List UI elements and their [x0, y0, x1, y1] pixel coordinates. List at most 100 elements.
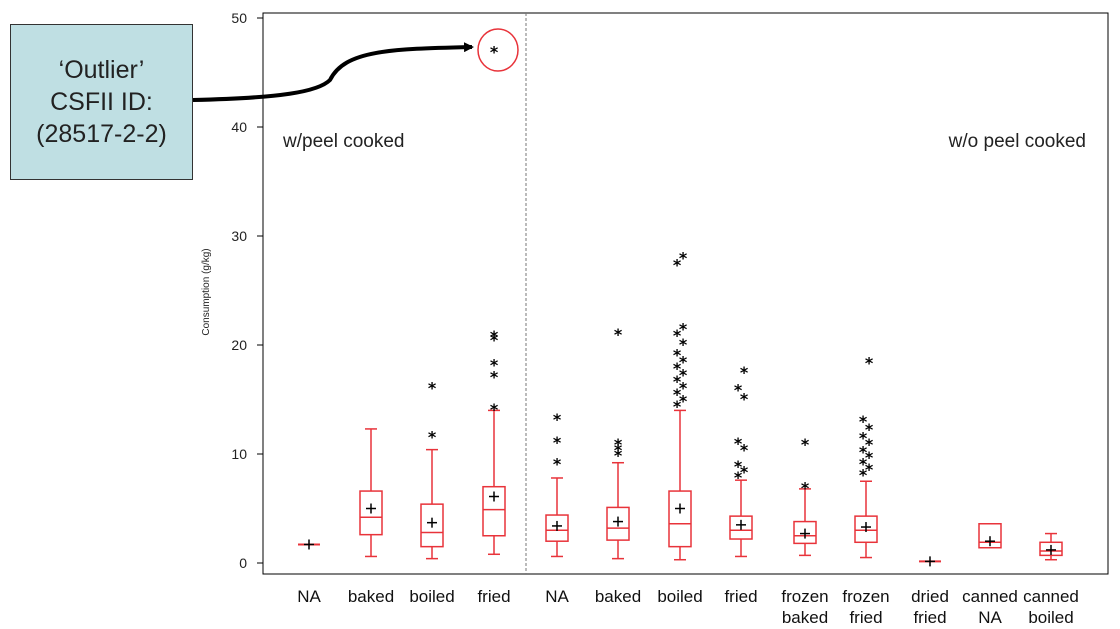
- y-axis: 0 10 20 30 40 50: [231, 10, 263, 571]
- outlier-point-9-9: *: [865, 353, 874, 372]
- x-label-1: baked: [348, 587, 394, 606]
- callout-line-id-number: (28517-2-2): [36, 120, 167, 148]
- callout-line-csfii-id: CSFII ID:: [50, 88, 153, 116]
- x-label-6: boiled: [657, 587, 702, 606]
- x-label-line-4-0: NA: [545, 587, 569, 606]
- y-tick-label-10: 10: [231, 446, 247, 462]
- x-label-9: frozen fried: [842, 587, 889, 627]
- outlier-point-5-3: *: [614, 325, 623, 344]
- x-label-4: NA: [545, 587, 569, 606]
- x-label-line-2-0: boiled: [409, 587, 454, 606]
- y-tick-label-50: 50: [231, 10, 247, 26]
- x-label-line-0-0: NA: [297, 587, 321, 606]
- outlier-point-6-13: *: [679, 249, 688, 268]
- outlier-point-6-7: *: [679, 352, 688, 371]
- x-label-line-3-0: fried: [477, 587, 510, 606]
- outlier-pointer-arrow: [192, 42, 474, 102]
- outlier-point-6-9: *: [679, 335, 688, 354]
- box-3: ******: [482, 43, 506, 556]
- x-label-7: fried: [724, 587, 757, 606]
- box-2: **: [420, 378, 444, 560]
- box-6: **************: [668, 249, 692, 561]
- x-label-5: baked: [595, 587, 641, 606]
- outlier-point-7-0: *: [734, 468, 743, 487]
- outlier-point-3-2: *: [490, 356, 499, 375]
- outlier-point-7-1: *: [740, 462, 749, 481]
- outlier-point-6-2: *: [673, 385, 682, 404]
- outlier-point-9-1: *: [865, 460, 874, 479]
- box-9: **********: [854, 353, 878, 559]
- x-label-line-12-1: boiled: [1028, 608, 1073, 627]
- box-8: **: [793, 435, 817, 557]
- outlier-point-5-0: *: [614, 446, 623, 465]
- box-0: [298, 539, 320, 550]
- outlier-point-7-7: *: [740, 363, 749, 382]
- y-tick-label-30: 30: [231, 228, 247, 244]
- box-7: ********: [729, 363, 753, 558]
- x-label-2: boiled: [409, 587, 454, 606]
- box-4: * * *: [545, 410, 569, 558]
- box-12: [1039, 532, 1063, 561]
- outlier-point-4-2: *: [553, 410, 562, 429]
- outlier-point-3-1: *: [490, 368, 499, 387]
- outlier-point-8-1: *: [801, 435, 810, 454]
- outlier-point-9-3: *: [865, 448, 874, 467]
- box-body-5: [606, 506, 630, 541]
- box-body-12: [1039, 541, 1063, 557]
- y-tick-label-0: 0: [239, 555, 247, 571]
- outlier-point-6-5: *: [679, 365, 688, 384]
- box-10: [919, 556, 941, 567]
- outlier-point-2-1: *: [428, 378, 437, 397]
- outlier-point-7-5: *: [740, 389, 749, 408]
- outlier-point-6-10: *: [673, 326, 682, 345]
- x-label-0: NA: [297, 587, 321, 606]
- outlier-point-8-0: *: [801, 479, 810, 498]
- x-label-line-9-1: fried: [849, 608, 882, 627]
- outlier-point-3-5: *: [490, 43, 499, 62]
- x-label-line-9-0: frozen: [842, 587, 889, 606]
- box-body-8: [793, 520, 817, 545]
- box-body-11: [978, 523, 1002, 549]
- outlier-point-9-8: *: [859, 412, 868, 431]
- outlier-point-5-1: *: [614, 441, 623, 460]
- outlier-point-6-1: *: [679, 392, 688, 411]
- box-body-6: [668, 490, 692, 548]
- box-body-9: [854, 515, 878, 544]
- outlier-point-3-4: *: [490, 327, 499, 346]
- x-label-line-11-1: NA: [978, 608, 1002, 627]
- outlier-point-3-3: *: [490, 330, 499, 349]
- box-body-2: [420, 503, 444, 548]
- y-tick-label-20: 20: [231, 337, 247, 353]
- x-label-line-1-0: baked: [348, 587, 394, 606]
- plot-frame: [262, 12, 1109, 575]
- outlier-point-6-3: *: [679, 378, 688, 397]
- outlier-point-6-8: *: [673, 346, 682, 365]
- y-tick-label-40: 40: [231, 119, 247, 135]
- outlier-point-9-4: *: [859, 443, 868, 462]
- x-label-line-12-0: canned: [1023, 587, 1079, 606]
- outlier-point-6-6: *: [673, 359, 682, 378]
- x-label-3: fried: [477, 587, 510, 606]
- x-label-line-11-0: canned: [962, 587, 1018, 606]
- box-series: ****************************************…: [298, 43, 1063, 567]
- box-5: ****: [606, 325, 630, 560]
- y-axis-label: Consumption (g/kg): [201, 248, 212, 335]
- group-label-wo-peel: w/o peel cooked: [948, 131, 1086, 152]
- box-body-1: [359, 490, 383, 536]
- x-label-line-10-1: fried: [913, 608, 946, 627]
- box-11: [978, 523, 1002, 549]
- outlier-point-7-4: *: [734, 434, 743, 453]
- box-body-4: [545, 514, 569, 542]
- x-label-line-10-0: dried: [911, 587, 949, 606]
- outlier-point-6-0: *: [673, 397, 682, 416]
- x-label-11: canned NA: [962, 587, 1018, 627]
- group-label-w-peel: w/peel cooked: [282, 131, 404, 152]
- outlier-point-9-7: *: [865, 420, 874, 439]
- x-axis-labels: NA baked boiled fried NA baked boiled fried froz…: [297, 587, 1079, 627]
- outlier-point-3-0: *: [490, 400, 499, 419]
- x-label-line-6-0: boiled: [657, 587, 702, 606]
- outlier-point-5-2: *: [614, 435, 623, 454]
- outlier-point-7-6: *: [734, 381, 743, 400]
- outlier-point-9-6: *: [859, 429, 868, 448]
